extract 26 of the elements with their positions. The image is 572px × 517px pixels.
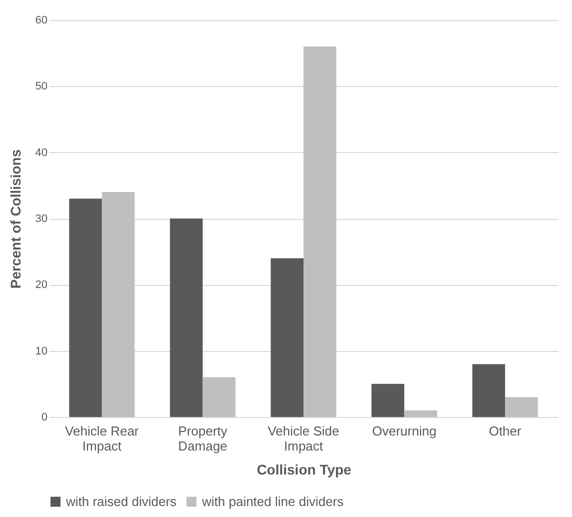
bar — [270, 258, 304, 417]
bar — [69, 198, 102, 417]
bar — [505, 397, 538, 417]
y-tick-label: 20 — [35, 279, 48, 292]
bar — [170, 218, 203, 417]
y-tick-label: 40 — [35, 146, 48, 159]
legend-label: with raised dividers — [65, 494, 178, 509]
x-tick-label: Overurning — [372, 424, 436, 438]
x-tick-label: Property Damage — [178, 424, 228, 454]
x-tick-label: Other — [488, 424, 522, 438]
y-axis-title: Percent of Collisions — [7, 149, 24, 289]
bar — [372, 384, 404, 417]
bar — [472, 364, 506, 417]
bar — [202, 377, 236, 417]
y-tick-label: 50 — [35, 80, 48, 93]
bar — [304, 46, 336, 417]
bar — [102, 192, 135, 417]
y-tick-label: 10 — [35, 345, 48, 358]
x-tick-label: Vehicle Side Impact — [268, 424, 340, 454]
y-tick-label: 30 — [35, 213, 48, 225]
y-tick-label: 60 — [35, 14, 48, 26]
x-axis-title: Collision Type — [256, 462, 352, 478]
x-tick-label: Vehicle Rear Impact — [65, 424, 140, 454]
bar — [404, 410, 438, 417]
legend-label: with painted line dividers — [201, 494, 344, 509]
y-tick-label: 0 — [41, 412, 48, 424]
